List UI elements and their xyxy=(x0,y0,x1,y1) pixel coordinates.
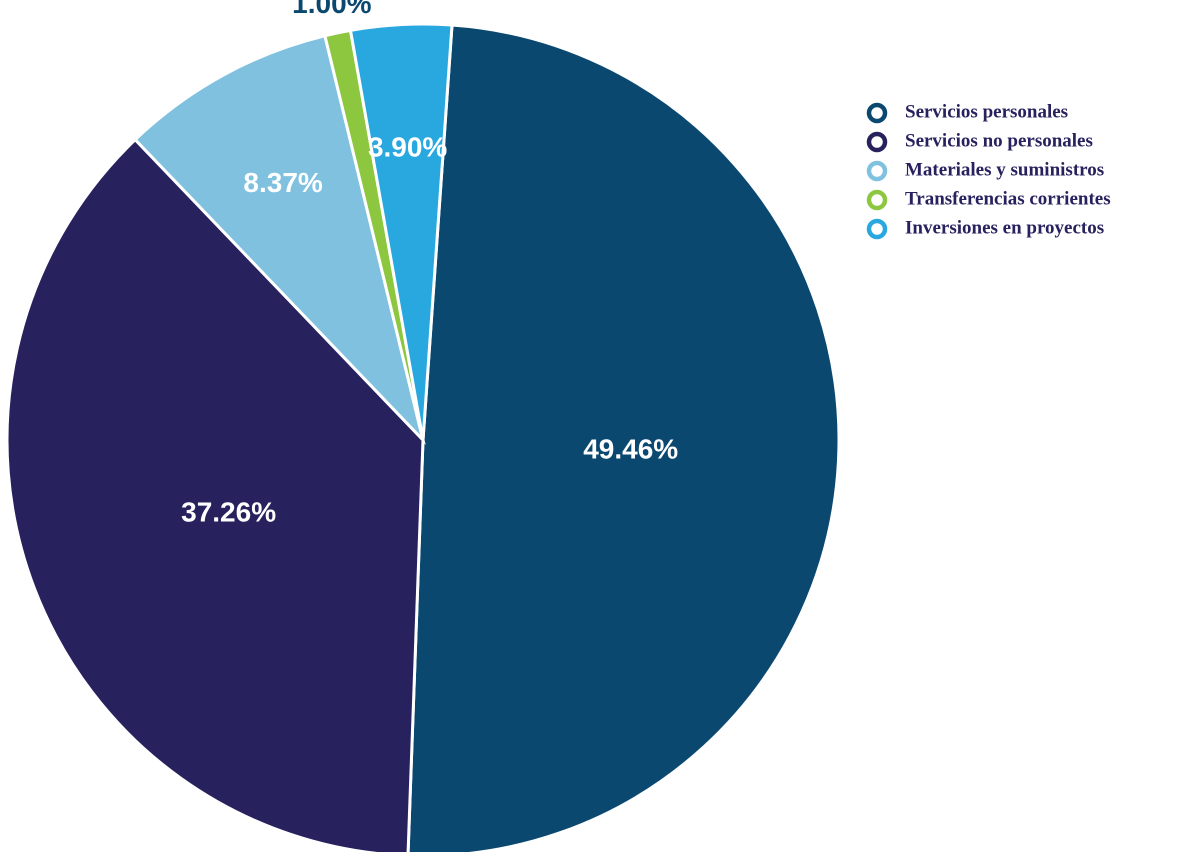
data-label: 8.37% xyxy=(243,167,322,198)
data-label: 3.90% xyxy=(368,132,447,163)
legend-label: Transferencias corrientes xyxy=(905,188,1111,209)
legend-marker xyxy=(866,189,888,211)
pie-slice xyxy=(133,33,426,446)
legend-label: Servicios personales xyxy=(905,101,1068,122)
legend-marker xyxy=(866,131,888,153)
legend-label: Materiales y suministros xyxy=(905,159,1104,180)
legend-marker xyxy=(866,102,888,124)
data-label: 37.26% xyxy=(181,496,276,527)
data-label: 49.46% xyxy=(583,433,678,464)
legend-label: Servicios no personales xyxy=(905,130,1093,151)
pie-slice xyxy=(406,23,841,852)
data-label: 1.00% xyxy=(292,0,371,19)
legend-marker xyxy=(866,218,888,240)
legend-label: Inversiones en proyectos xyxy=(905,217,1104,238)
legend-marker xyxy=(866,160,888,182)
pie-slice xyxy=(348,22,454,441)
pie-slice xyxy=(5,137,425,852)
